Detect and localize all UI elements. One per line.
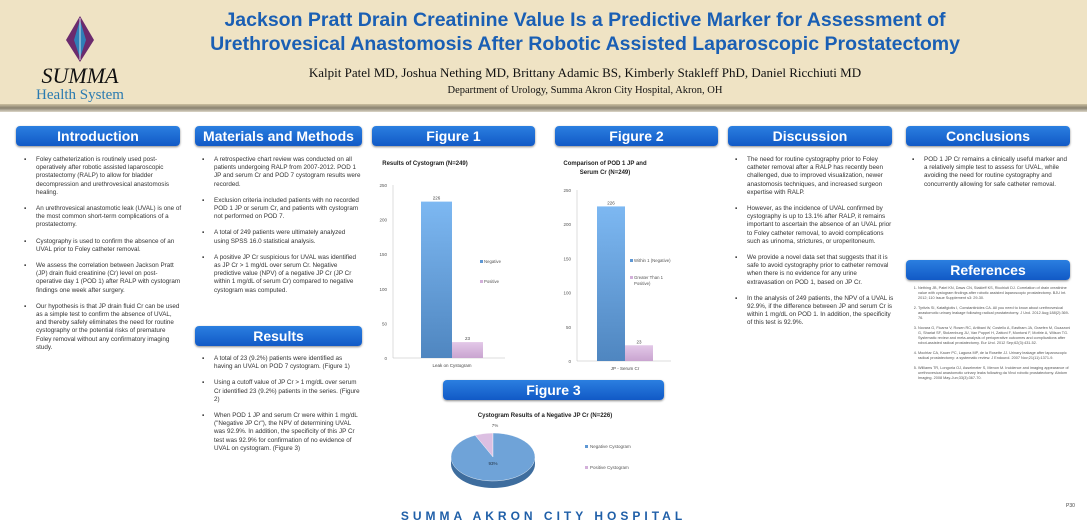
discussion-bullet: The need for routine cystography prior t… [735, 156, 895, 197]
header-divider [0, 104, 1087, 112]
reference-item: Nething JB, Patel KN, Daws CN, Stakleff … [918, 286, 1071, 301]
legend-label: Negative [484, 259, 502, 264]
footer-hospital-name: SUMMA AKRON CITY HOSPITAL [400, 509, 687, 523]
reference-item: Mochtar CA, Kauer PC, Laguna MP, de la R… [918, 351, 1071, 361]
bar-positive [452, 342, 483, 358]
results-bullet: When POD 1 JP and serum Cr were within 1… [202, 412, 362, 453]
results-bullet: A total of 23 (9.2%) patients were ident… [202, 355, 362, 371]
introduction-heading: Introduction [16, 126, 180, 146]
methods-bullet: A total of 249 patients were ultimately … [202, 229, 362, 245]
intro-bullet: Our hypothesis is that JP drain fluid Cr… [24, 303, 182, 352]
results-bullet: Using a cutoff value of JP Cr > 1 mg/dL … [202, 379, 362, 404]
legend-swatch [630, 276, 633, 279]
conclusions-body: POD 1 JP Cr remains a clinically useful … [910, 156, 1070, 197]
figure3-pie-chart: Cystogram Results of a Negative JP Cr (N… [450, 413, 631, 488]
legend-swatch [480, 280, 483, 283]
logo-subtitle: Health System [36, 87, 124, 103]
figure2-heading: Figure 2 [555, 126, 718, 146]
intro-bullet: An urethrovesical anastomotic leak (UVAL… [24, 205, 182, 230]
data-label: 23 [465, 336, 471, 341]
methods-bullet: Exclusion criteria included patients wit… [202, 197, 362, 222]
pie-value-label: 7% [492, 423, 499, 428]
y-tick-label: 100 [563, 291, 571, 296]
bar-greater-than-1-positive- [625, 345, 653, 361]
results-body: A total of 23 (9.2%) patients were ident… [200, 355, 362, 461]
logo-flame-icon [66, 16, 94, 62]
figure1-bar-chart: Results of Cystogram (N=249) 0 50 100 150 200… [379, 161, 505, 368]
chart-title: Cystogram Results of a Negative JP Cr (N… [478, 413, 612, 419]
y-tick-label: 0 [568, 359, 571, 364]
y-tick-label: 150 [563, 256, 571, 261]
legend-label: Positive [484, 279, 500, 284]
summa-logo: SUMMA Health System [20, 14, 140, 103]
intro-bullet: Cystography is used to confirm the absen… [24, 238, 182, 254]
chart-title: Comparison of POD 1 JP and [563, 161, 647, 167]
discussion-heading: Discussion [728, 126, 892, 146]
bar-within-1-negative- [597, 206, 625, 361]
chart-title: Serum Cr (N=249) [580, 170, 631, 176]
department: Department of Urology, Summa Akron City … [447, 85, 723, 96]
poster-number: P30 [1066, 503, 1075, 509]
data-label: 226 [607, 200, 615, 205]
x-category-label: Leak on Cystogram [432, 363, 471, 368]
methods-bullet: A positive JP Cr suspicious for UVAL was… [202, 254, 362, 295]
legend-label: Positive) [634, 281, 651, 286]
y-tick-label: 200 [379, 218, 387, 223]
data-label: 226 [433, 196, 441, 201]
y-tick-label: 100 [379, 287, 387, 292]
y-tick-label: 250 [379, 183, 387, 188]
legend-swatch [630, 259, 633, 262]
discussion-body: The need for routine cystography prior t… [733, 156, 895, 336]
conclusions-bullet: POD 1 JP Cr remains a clinically useful … [912, 156, 1070, 189]
pie-value-label: 93% [488, 461, 497, 466]
reference-item: Williams TR, Longoria OJ, Asselmeier S, … [918, 366, 1071, 381]
results-heading: Results [195, 326, 362, 346]
pie-slice-negative-cystogram [450, 432, 536, 482]
y-tick-label: 50 [382, 321, 388, 326]
y-tick-label: 150 [379, 252, 387, 257]
figure2-bar-chart: Comparison of POD 1 JP and Serum Cr (N=24… [563, 161, 671, 371]
legend-swatch [480, 260, 483, 263]
reference-item: Tyritzis SI, Katafigiotis I, Constantini… [918, 306, 1071, 321]
poster-title: Jackson Pratt Drain Creatinine Value Is … [190, 8, 980, 56]
references-list: Nething JB, Patel KN, Daws CN, Stakleff … [906, 286, 1071, 386]
intro-bullet: We assess the correlation between Jackso… [24, 262, 182, 295]
data-label: 23 [636, 339, 642, 344]
methods-bullet: A retrospective chart review was conduct… [202, 156, 362, 189]
legend-label: Within 1 (Negative) [634, 258, 671, 263]
legend-label: Negative Cystogram [590, 444, 631, 449]
introduction-body: Foley catheterization is routinely used … [22, 156, 182, 360]
legend-label: Positive Cystogram [590, 465, 629, 470]
y-tick-label: 200 [563, 222, 571, 227]
discussion-bullet: We provide a novel data set that suggest… [735, 254, 895, 287]
y-tick-label: 50 [566, 325, 572, 330]
y-tick-label: 0 [384, 356, 387, 361]
chart-title: Results of Cystogram (N=249) [382, 161, 468, 167]
authors: Kalpit Patel MD, Joshua Nething MD, Brit… [308, 65, 862, 80]
legend-swatch [585, 466, 588, 469]
title-line-2: Urethrovesical Anastomosis After Robotic… [210, 33, 960, 55]
bar-negative [421, 201, 452, 358]
figure3-heading: Figure 3 [443, 380, 664, 400]
reference-item: Novara G, Ficarra V, Rosen RC, Artibani … [918, 326, 1071, 346]
conclusions-heading: Conclusions [906, 126, 1070, 146]
legend-label: Greater Than 1 [634, 275, 664, 280]
figure1-heading: Figure 1 [372, 126, 535, 146]
methods-heading: Materials and Methods [195, 126, 362, 146]
methods-body: A retrospective chart review was conduct… [200, 156, 362, 303]
discussion-bullet: However, as the incidence of UVAL confir… [735, 205, 895, 246]
y-tick-label: 250 [563, 188, 571, 193]
x-category-label: JP - Serum Cr [611, 366, 640, 371]
poster-header [0, 0, 1087, 106]
title-line-1: Jackson Pratt Drain Creatinine Value Is … [224, 9, 946, 31]
legend-swatch [585, 445, 588, 448]
intro-bullet: Foley catheterization is routinely used … [24, 156, 182, 197]
discussion-bullet: In the analysis of 249 patients, the NPV… [735, 295, 895, 328]
logo-wordmark: SUMMA [41, 63, 119, 88]
references-heading: References [906, 260, 1070, 280]
